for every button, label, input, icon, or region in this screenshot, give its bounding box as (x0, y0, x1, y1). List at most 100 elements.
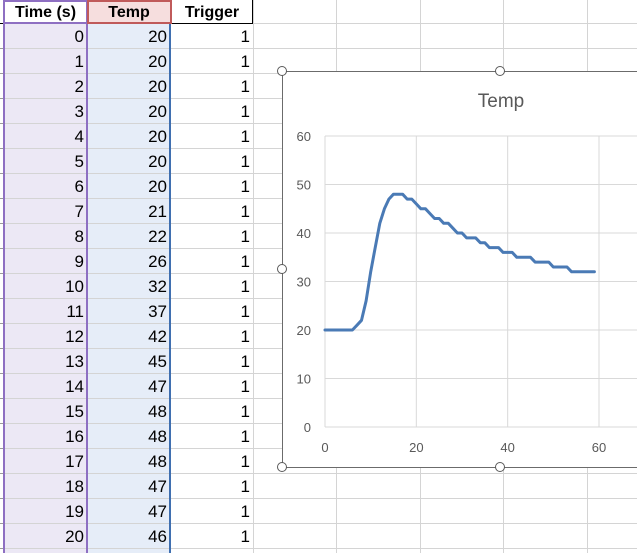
cell-temp[interactable]: 48 (148, 427, 167, 446)
cell-time[interactable]: 10 (65, 277, 84, 296)
series-line-temp[interactable] (323, 192, 596, 332)
column-b-header-border (87, 0, 172, 24)
temp-line-chart: Temp 0 10 20 30 40 50 60 0 20 40 60 (297, 91, 637, 455)
cell-temp[interactable]: 26 (148, 252, 167, 271)
cell-time[interactable]: 18 (65, 477, 84, 496)
cell-time[interactable]: 1 (74, 52, 84, 71)
row-header-tick (0, 423, 4, 424)
row-gridline (0, 548, 637, 549)
chart-area[interactable]: Temp 0 10 20 30 40 50 60 0 20 40 60 (282, 71, 637, 468)
cell-time[interactable]: 5 (74, 152, 84, 171)
resize-handle-top-left[interactable] (277, 66, 287, 76)
row-header-tick (0, 348, 4, 349)
cell-temp[interactable]: 37 (148, 302, 167, 321)
cell-temp[interactable]: 45 (148, 352, 167, 371)
x-tick-label: 60 (592, 440, 606, 455)
cell-time[interactable]: 3 (74, 102, 84, 121)
cell-time[interactable]: 2 (74, 77, 84, 96)
row-header-tick (0, 298, 4, 299)
column-b-header-highlight (88, 0, 170, 24)
cell-trigger[interactable]: 1 (240, 477, 250, 496)
cell-trigger[interactable]: 1 (240, 77, 250, 96)
y-tick-label: 20 (297, 323, 311, 338)
cell-time[interactable]: 14 (65, 377, 84, 396)
cell-temp[interactable]: 32 (148, 277, 167, 296)
cell-temp[interactable]: 21 (148, 202, 167, 221)
cell-trigger[interactable]: 1 (240, 427, 250, 446)
cell-temp[interactable]: 47 (148, 502, 167, 521)
cell-trigger[interactable]: 1 (240, 102, 250, 121)
cell-trigger[interactable]: 1 (240, 177, 250, 196)
cell-time[interactable]: 16 (65, 427, 84, 446)
cell-temp[interactable]: 20 (148, 52, 167, 71)
cell-trigger[interactable]: 1 (240, 152, 250, 171)
row-header-tick (0, 523, 4, 524)
cell-temp[interactable]: 48 (148, 452, 167, 471)
cell-trigger[interactable]: 1 (240, 27, 250, 46)
cell-trigger[interactable]: 1 (240, 202, 250, 221)
row-header-tick (0, 498, 4, 499)
cell-trigger[interactable]: 1 (240, 402, 250, 421)
cell-time[interactable]: 8 (74, 227, 84, 246)
resize-handle-top-center[interactable] (495, 66, 505, 76)
header-trigger[interactable]: Trigger (184, 4, 240, 21)
cell-temp[interactable]: 47 (148, 477, 167, 496)
cell-time[interactable]: 15 (65, 402, 84, 421)
cell-temp[interactable]: 20 (148, 127, 167, 146)
cell-time[interactable]: 11 (66, 302, 84, 321)
cell-trigger[interactable]: 1 (240, 52, 250, 71)
cell-temp[interactable]: 42 (148, 327, 167, 346)
cell-time[interactable]: 19 (65, 502, 84, 521)
resize-handle-middle-left[interactable] (277, 264, 287, 274)
cell-temp[interactable]: 20 (148, 27, 167, 46)
row-header-tick (0, 473, 4, 474)
header-temp[interactable]: Temp (108, 4, 150, 21)
row-header-tick (0, 173, 4, 174)
y-tick-label: 40 (297, 226, 311, 241)
cell-trigger[interactable]: 1 (240, 327, 250, 346)
cell-trigger[interactable]: 1 (240, 227, 250, 246)
cell-trigger[interactable]: 1 (240, 252, 250, 271)
header-time[interactable]: Time (s) (14, 4, 77, 21)
x-tick-label: 40 (500, 440, 514, 455)
cell-trigger[interactable]: 1 (240, 127, 250, 146)
row-gridline (0, 523, 637, 524)
x-tick-label: 0 (321, 440, 328, 455)
cell-trigger[interactable]: 1 (240, 277, 250, 296)
cell-time[interactable]: 13 (65, 352, 84, 371)
cell-temp[interactable]: 48 (148, 402, 167, 421)
cell-trigger[interactable]: 1 (240, 452, 250, 471)
cell-time[interactable]: 7 (74, 202, 84, 221)
cell-time[interactable]: 17 (65, 452, 84, 471)
cell-temp[interactable]: 47 (148, 377, 167, 396)
cell-time[interactable]: 0 (74, 27, 84, 46)
cell-time[interactable]: 20 (65, 527, 84, 546)
row-gridline (253, 23, 637, 24)
cell-temp[interactable]: 20 (148, 177, 167, 196)
cell-trigger[interactable]: 1 (240, 527, 250, 546)
resize-handle-bottom-center[interactable] (495, 462, 505, 472)
row-gridline (0, 473, 637, 474)
y-tick-label: 30 (297, 275, 311, 290)
row-header-tick (0, 398, 4, 399)
cell-temp[interactable]: 22 (148, 227, 167, 246)
cell-temp[interactable]: 20 (148, 102, 167, 121)
chart-title: Temp (478, 91, 524, 112)
cell-trigger[interactable]: 1 (240, 377, 250, 396)
cell-temp[interactable]: 20 (148, 77, 167, 96)
cell-temp[interactable]: 20 (148, 152, 167, 171)
cell-time[interactable]: 4 (74, 127, 84, 146)
cell-temp[interactable]: 46 (148, 527, 167, 546)
cell-time[interactable]: 12 (65, 327, 84, 346)
row-gridline (0, 48, 637, 49)
row-header-tick (0, 223, 4, 224)
cell-time[interactable]: 6 (74, 177, 84, 196)
y-tick-label: 60 (297, 129, 311, 144)
cell-time[interactable]: 9 (74, 252, 84, 271)
cell-trigger[interactable]: 1 (240, 502, 250, 521)
cell-trigger[interactable]: 1 (240, 302, 250, 321)
row-header-tick (0, 73, 4, 74)
row-header-tick (0, 198, 4, 199)
cell-trigger[interactable]: 1 (240, 352, 250, 371)
resize-handle-bottom-left[interactable] (277, 462, 287, 472)
